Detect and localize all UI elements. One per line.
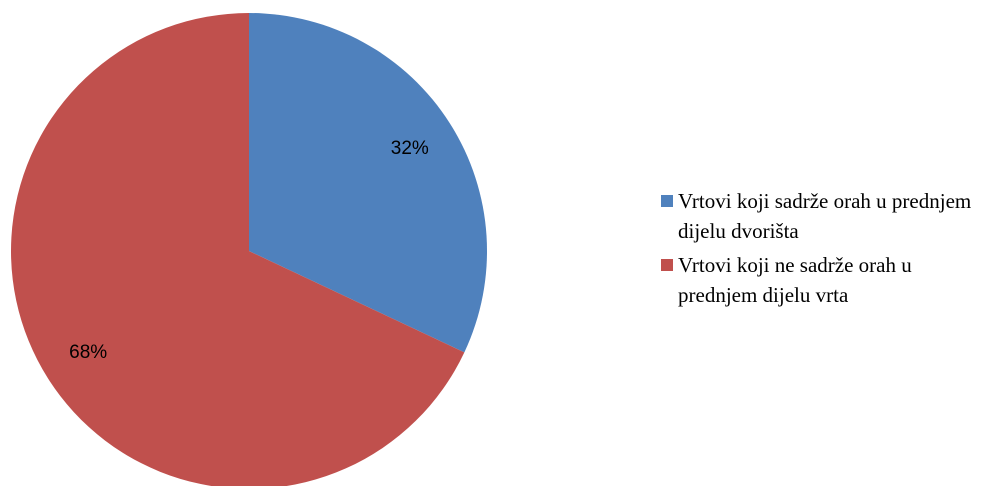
legend-item-without-walnut: Vrtovi koji ne sadrže orah u prednjem di… bbox=[661, 250, 981, 310]
legend-swatch-with-walnut bbox=[661, 195, 673, 207]
pie-label-with-walnut: 32% bbox=[391, 138, 429, 159]
chart-legend: Vrtovi koji sadrže orah u prednjem dijel… bbox=[661, 186, 981, 314]
legend-label-with-walnut: Vrtovi koji sadrže orah u prednjem dijel… bbox=[678, 189, 972, 243]
pie-slice-without-walnut bbox=[11, 13, 465, 486]
legend-swatch-without-walnut bbox=[661, 259, 673, 271]
pie-slice-with-walnut bbox=[249, 13, 488, 353]
pie-label-without-walnut: 68% bbox=[69, 342, 107, 363]
legend-label-without-walnut: Vrtovi koji ne sadrže orah u prednjem di… bbox=[678, 253, 912, 307]
legend-item-with-walnut: Vrtovi koji sadrže orah u prednjem dijel… bbox=[661, 186, 981, 246]
